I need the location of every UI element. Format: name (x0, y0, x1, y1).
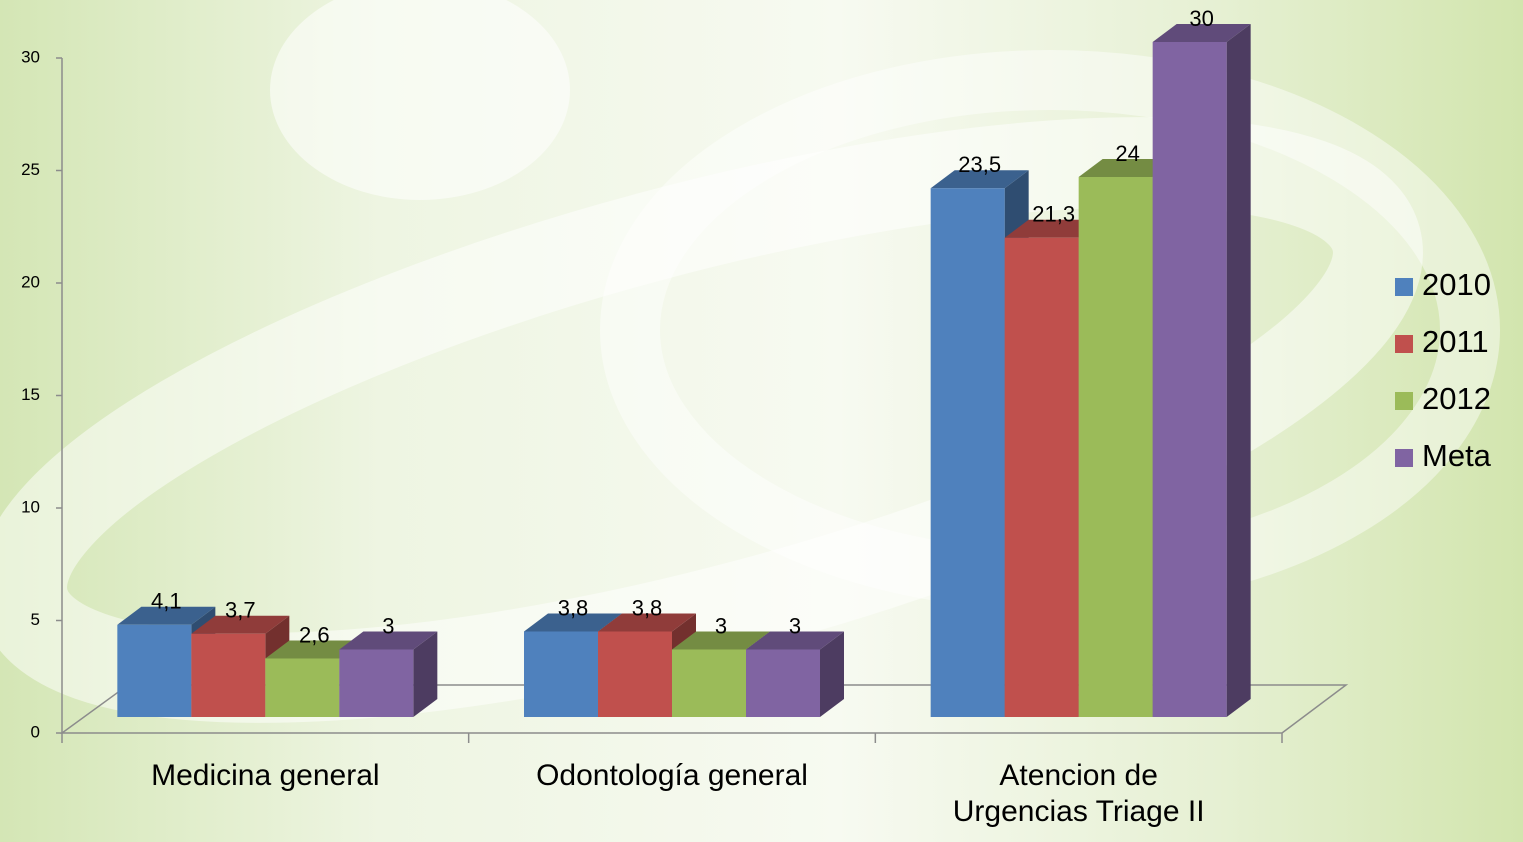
bar (339, 649, 414, 717)
legend-label: 2012 (1422, 381, 1491, 416)
legend-label: Meta (1422, 438, 1492, 473)
y-tick-label: 20 (21, 272, 40, 291)
bar-top (524, 613, 622, 632)
bar-top (672, 631, 770, 650)
x-tick-label: Medicina general (151, 759, 380, 792)
bar-top (117, 606, 216, 625)
bg-swirl (0, 117, 1423, 723)
value-label: 23,5 (958, 152, 1001, 177)
value-label: 21,3 (1032, 202, 1075, 227)
legend-swatch (1395, 278, 1413, 296)
bar-top (930, 170, 1029, 189)
bar (930, 188, 1005, 717)
value-label: 3,8 (558, 595, 589, 620)
value-label: 4,1 (151, 589, 182, 614)
value-label: 3 (715, 613, 727, 638)
bar-top (746, 631, 844, 650)
legend-swatch (1395, 449, 1413, 467)
legend-swatch (1395, 335, 1413, 353)
x-tick-label: Odontología general (536, 759, 808, 792)
bar (1152, 42, 1227, 717)
bar-top (265, 640, 364, 659)
bar-top (1152, 24, 1251, 42)
bar-top (598, 613, 696, 632)
bar-top (1078, 159, 1177, 177)
bar (191, 633, 266, 717)
y-tick-label: 0 (31, 722, 40, 741)
value-label: 30 (1189, 6, 1213, 31)
legend-swatch (1395, 392, 1413, 410)
value-label: 3,7 (225, 598, 256, 623)
bar-top (191, 615, 290, 634)
value-label: 2,6 (299, 622, 330, 647)
legend-label: 2011 (1422, 324, 1489, 359)
x-tick-label: Atencion de Urgencias Triage II (952, 759, 1205, 828)
bar (117, 624, 192, 717)
y-tick-label: 25 (21, 160, 40, 179)
bar-side (413, 631, 438, 717)
bar (672, 649, 746, 717)
value-label: 3 (382, 613, 394, 638)
y-tick-label: 5 (31, 610, 40, 629)
bar-side (1226, 24, 1251, 717)
value-label: 3,8 (632, 595, 663, 620)
bar (524, 631, 598, 717)
legend-label: 2010 (1422, 267, 1491, 302)
bar-top (339, 631, 438, 650)
value-label: 24 (1115, 141, 1139, 166)
bar (265, 658, 340, 717)
y-tick-label: 15 (21, 385, 40, 404)
bar-top (1004, 219, 1103, 238)
value-label: 3 (789, 613, 801, 638)
bar (1004, 237, 1079, 717)
bar (598, 631, 672, 717)
y-tick-label: 30 (21, 47, 40, 66)
y-tick-label: 10 (21, 497, 40, 516)
bar-side (820, 631, 844, 717)
bg-swirl (270, 0, 570, 200)
bar (746, 649, 820, 717)
bar (1078, 177, 1153, 717)
